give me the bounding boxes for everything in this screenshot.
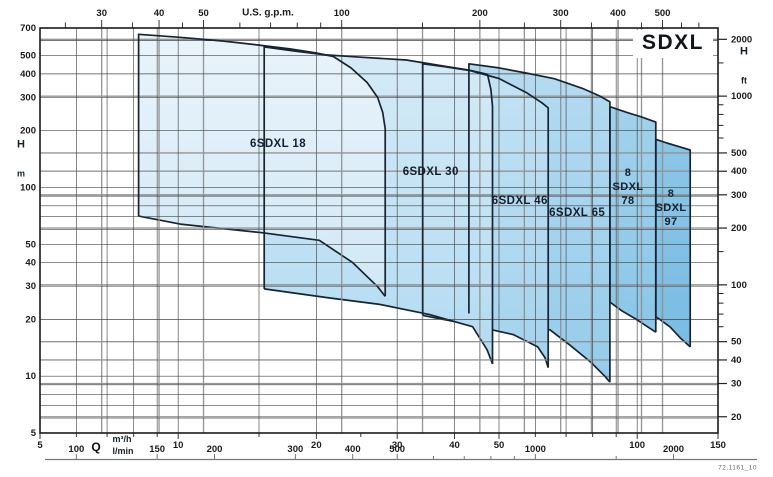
top-tick-label: 400 (610, 8, 626, 19)
envelope-area-8-sdxl-78 (609, 106, 656, 333)
bottom-tick-label: 30 (392, 440, 403, 451)
right-axis: 20 30 40 50 100 200 300 400 500 1000 2000 (718, 34, 752, 423)
right-tick-label: 30 (731, 379, 742, 390)
right-tick-label: 200 (731, 223, 747, 234)
lmin-tick-label: 2000 (663, 444, 684, 455)
lmin-tick-label: 150 (149, 444, 165, 455)
left-tick-label: 300 (20, 92, 36, 103)
left-tick-label: 200 (20, 126, 36, 137)
left-tick-label: 700 (20, 23, 36, 34)
left-tick-label: 100 (20, 182, 36, 193)
envelope-area-6sdxl-18 (138, 34, 386, 297)
bottom-axis-m3h: 5 10 20 30 40 50 100 150 (37, 433, 726, 451)
lmin-tick-label: 100 (68, 444, 84, 455)
lmin-tick-label: 400 (345, 444, 361, 455)
grid (40, 28, 718, 433)
envelope-outline-6sdxl-65 (468, 62, 611, 383)
top-tick-label: 100 (334, 8, 350, 19)
top-tick-label: 500 (655, 8, 671, 19)
top-tick-label: 30 (96, 8, 107, 19)
right-tick-label: 2000 (731, 34, 752, 45)
left-tick-label: 20 (25, 314, 36, 325)
right-tick-label: 300 (731, 190, 747, 201)
left-axis: 700 500 400 300 200 100 50 40 30 20 10 5 (20, 23, 37, 439)
top-tick-label: 40 (154, 8, 165, 19)
top-axis: 30 40 50 100 200 300 400 500 (64, 8, 700, 28)
envelope-bottom-curve (138, 215, 386, 297)
left-tick-label: 5 (31, 428, 37, 439)
top-tick-label: 300 (553, 8, 569, 19)
left-tick-label: 400 (20, 69, 36, 80)
right-tick-label: 1000 (731, 91, 752, 102)
envelope-area-8-sdxl-97 (655, 139, 691, 347)
left-tick-label: 50 (25, 239, 36, 250)
left-tick-label: 500 (20, 51, 36, 62)
plot-border (39, 27, 719, 434)
lmin-tick-label: 1000 (525, 444, 546, 455)
right-tick-label: 400 (731, 166, 747, 177)
envelope-bottom-curve (655, 316, 691, 348)
right-tick-label: 20 (731, 412, 742, 423)
bottom-tick-label: 20 (311, 440, 322, 451)
top-tick-label: 200 (472, 8, 488, 19)
envelope-outline-6sdxl-30 (263, 46, 494, 364)
right-tick-label: 50 (731, 337, 742, 348)
left-tick-label: 10 (25, 371, 36, 382)
lmin-tick-label: 200 (207, 444, 223, 455)
left-tick-label: 30 (25, 281, 36, 292)
bottom-tick-label: 5 (37, 440, 43, 451)
right-tick-label: 40 (731, 355, 742, 366)
right-tick-label: 100 (731, 280, 747, 291)
bottom-axis-lmin: 100 150 200 300 400 500 1000 2000 (45, 444, 757, 461)
envelope-outline-6sdxl-46 (421, 62, 550, 368)
bottom-tick-label: 50 (494, 440, 505, 451)
bottom-tick-label: 150 (710, 440, 726, 451)
envelope-fills (138, 34, 691, 383)
envelope-outlines (137, 33, 692, 383)
bottom-tick-label: 100 (629, 440, 645, 451)
right-tick-label: 500 (731, 148, 747, 159)
lmin-tick-label: 500 (389, 444, 405, 455)
bottom-tick-label: 40 (449, 440, 460, 451)
top-tick-label: 50 (198, 8, 209, 19)
left-tick-label: 40 (25, 258, 36, 269)
lmin-tick-label: 300 (287, 444, 303, 455)
envelope-bottom-curve (264, 288, 494, 365)
envelope-outline-6sdxl-18 (137, 33, 387, 297)
bottom-tick-label: 10 (173, 440, 184, 451)
